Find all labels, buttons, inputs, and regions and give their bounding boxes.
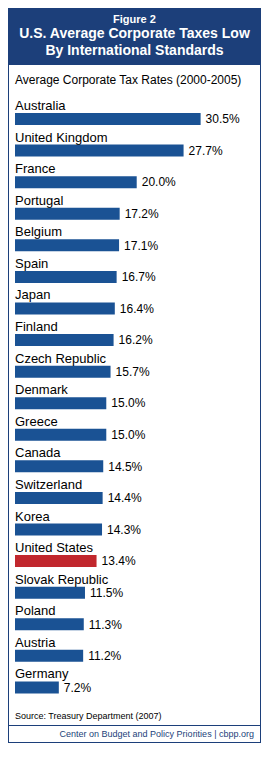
svg-text:14.5%: 14.5% <box>108 460 142 474</box>
svg-text:20.0%: 20.0% <box>142 175 176 189</box>
svg-text:30.5%: 30.5% <box>206 112 240 126</box>
svg-text:27.7%: 27.7% <box>189 144 223 158</box>
svg-text:15.0%: 15.0% <box>111 428 145 442</box>
svg-text:15.0%: 15.0% <box>111 396 145 410</box>
svg-text:Slovak Republic: Slovak Republic <box>15 572 109 587</box>
svg-text:Czech Republic: Czech Republic <box>15 351 107 366</box>
svg-text:Greece: Greece <box>15 414 58 429</box>
svg-text:Denmark: Denmark <box>15 382 68 397</box>
html-text:Source: Treasury Department (2: Source: Treasury Department (2007) <box>15 711 162 721</box>
svg-text:17.2%: 17.2% <box>125 207 159 221</box>
svg-text:Switzerland: Switzerland <box>15 477 82 492</box>
svg-text:Austria: Austria <box>15 635 56 650</box>
svg-text:Canada: Canada <box>15 445 61 460</box>
svg-text:11.2%: 11.2% <box>88 649 121 663</box>
svg-text:7.2%: 7.2% <box>64 681 92 695</box>
html-text:Average Corporate Tax Rates (2: Average Corporate Tax Rates (2000-2005) <box>15 73 242 87</box>
svg-text:Korea: Korea <box>15 509 50 524</box>
svg-text:United Kingdom: United Kingdom <box>15 130 108 145</box>
svg-text:16.4%: 16.4% <box>120 302 154 316</box>
html-text:U.S. Average Corporate Taxes L: U.S. Average Corporate Taxes Low By Inte… <box>19 25 250 58</box>
svg-text:Japan: Japan <box>15 287 50 302</box>
svg-text:11.5%: 11.5% <box>90 586 123 600</box>
svg-text:11.3%: 11.3% <box>89 618 122 632</box>
html-text:Figure 2: Figure 2 <box>113 13 156 25</box>
svg-text:Finland: Finland <box>15 319 58 334</box>
svg-text:Germany: Germany <box>15 666 69 681</box>
svg-text:14.3%: 14.3% <box>107 523 141 537</box>
svg-text:Portugal: Portugal <box>15 193 64 208</box>
svg-text:Spain: Spain <box>15 256 48 271</box>
svg-text:15.7%: 15.7% <box>116 365 150 379</box>
svg-text:France: France <box>15 161 55 176</box>
svg-text:16.2%: 16.2% <box>119 333 153 347</box>
svg-text:17.1%: 17.1% <box>124 239 158 253</box>
svg-text:Poland: Poland <box>15 603 55 618</box>
svg-text:Belgium: Belgium <box>15 224 62 239</box>
svg-text:Australia: Australia <box>15 98 66 113</box>
svg-text:14.4%: 14.4% <box>108 491 142 505</box>
svg-text:13.4%: 13.4% <box>102 554 136 568</box>
html-text:Center on Budget and Policy Pr: Center on Budget and Policy Priorities |… <box>59 729 254 739</box>
svg-text:United States: United States <box>15 540 94 555</box>
svg-text:16.7%: 16.7% <box>122 270 156 284</box>
